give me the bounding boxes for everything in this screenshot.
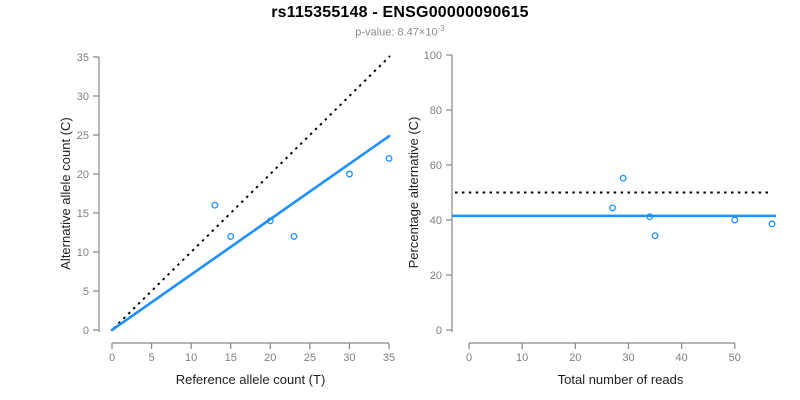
x-tick-label: 20 xyxy=(569,352,581,364)
identity-line xyxy=(112,55,391,330)
y-axis-label: Percentage alternative (C) xyxy=(406,117,421,269)
x-tick-label: 10 xyxy=(516,352,528,364)
x-tick-label: 15 xyxy=(225,352,237,364)
x-tick-label: 30 xyxy=(622,352,634,364)
data-point xyxy=(385,154,393,162)
data-point xyxy=(266,217,274,225)
data-point xyxy=(609,204,616,212)
panel-allele-counts: 0 5 10 15 20 25 30 35 0 5 10 15 20 25 30 35 Reference al… xyxy=(58,52,395,387)
data-point xyxy=(211,201,219,209)
x-tick-label: 0 xyxy=(466,352,472,364)
x-tick-label: 40 xyxy=(676,352,688,364)
x-tick-label: 0 xyxy=(109,352,115,364)
x-tick-label: 35 xyxy=(383,352,395,364)
p-value-mantissa: 8.47 xyxy=(397,26,419,39)
data-point xyxy=(290,232,298,240)
y-tick-label: 25 xyxy=(77,130,89,142)
data-point xyxy=(768,220,776,228)
fit-line xyxy=(110,134,391,332)
x-tick-label: 30 xyxy=(343,352,355,364)
panel-percentage-alternative: 0 20 40 60 80 100 0 10 20 30 40 50 Total number of r… xyxy=(406,50,776,387)
y-tick-label: 80 xyxy=(430,105,442,117)
y-tick-label: 35 xyxy=(77,52,89,64)
x-tick-label: 20 xyxy=(264,352,276,364)
data-point xyxy=(731,216,739,224)
data-point xyxy=(619,174,627,182)
figure-title: rs115355148 - ENSG00000090615 xyxy=(271,4,529,21)
y-tick-label: 10 xyxy=(77,247,89,259)
y-tick-label: 60 xyxy=(430,160,442,172)
y-tick-label: 20 xyxy=(430,270,442,282)
y-tick-label: 5 xyxy=(83,286,89,298)
y-tick-label: 0 xyxy=(436,325,442,337)
data-point xyxy=(345,170,353,178)
y-tick-label: 0 xyxy=(83,325,89,337)
data-point xyxy=(651,232,659,240)
x-axis-label: Reference allele count (T) xyxy=(176,372,326,387)
figure-subtitle: p-value: 8.47×10-3 xyxy=(0,24,800,39)
x-tick-label: 10 xyxy=(185,352,197,364)
y-tick-label: 100 xyxy=(424,50,442,62)
data-point xyxy=(646,213,654,221)
p-value-label: p-value: xyxy=(355,26,398,39)
y-tick-label: 15 xyxy=(77,208,89,220)
p-value-exponent: -3 xyxy=(437,24,445,33)
x-axis-label: Total number of reads xyxy=(558,372,684,387)
data-point xyxy=(227,232,235,240)
x-tick-label: 50 xyxy=(729,352,741,364)
x-tick-label: 25 xyxy=(304,352,316,364)
y-tick-label: 40 xyxy=(430,215,442,227)
y-tick-label: 20 xyxy=(77,169,89,181)
x-tick-label: 5 xyxy=(149,352,155,364)
y-axis-label: Alternative allele count (C) xyxy=(58,117,73,269)
y-tick-label: 30 xyxy=(77,91,89,103)
p-value-times-ten: ×10 xyxy=(418,26,438,39)
